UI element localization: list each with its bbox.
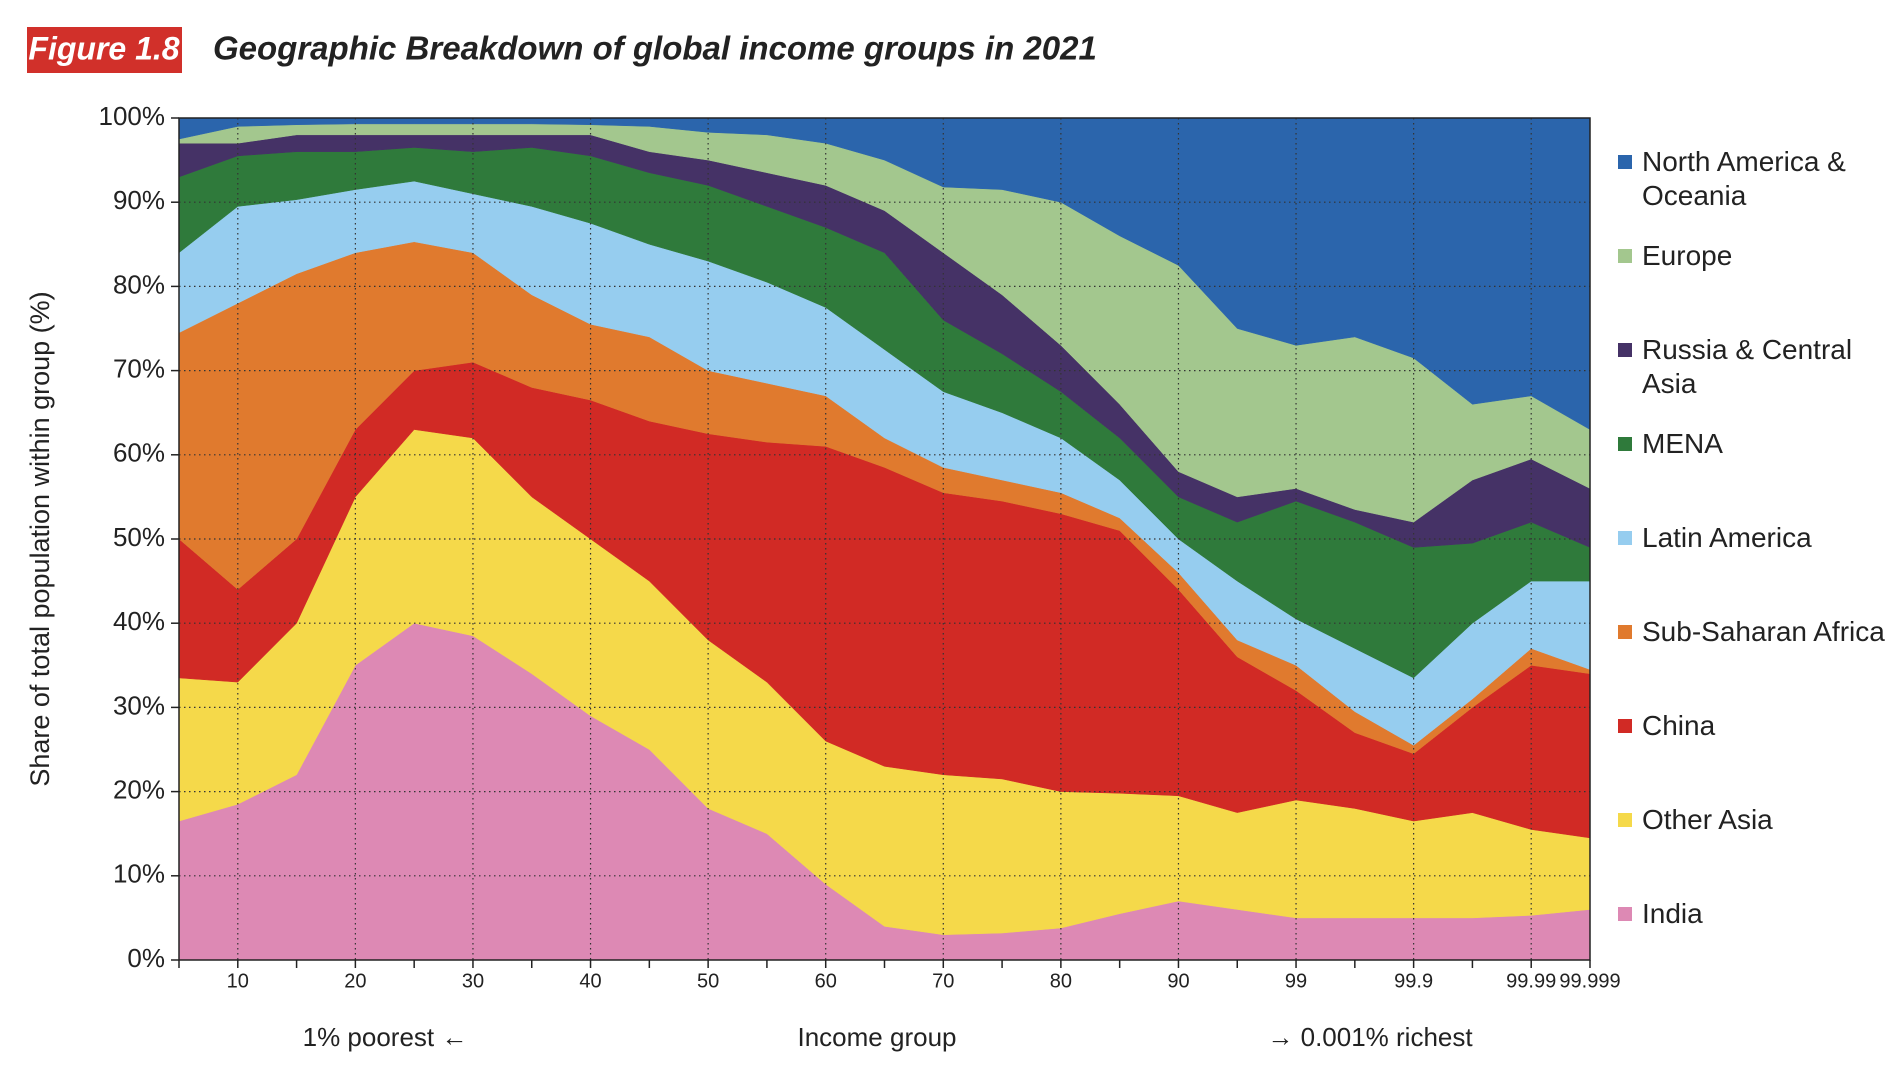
legend-swatch bbox=[1618, 625, 1632, 639]
legend-item: Russia & Central Asia bbox=[1618, 333, 1898, 401]
legend-label: China bbox=[1642, 710, 1716, 741]
x-tick-label: 80 bbox=[1050, 970, 1072, 992]
y-tick-label: 20% bbox=[113, 774, 165, 804]
y-axis-label: Share of total population within group (… bbox=[25, 291, 55, 786]
legend-item: Latin America bbox=[1618, 521, 1898, 555]
legend-label: Sub-Saharan Africa bbox=[1642, 616, 1885, 647]
y-tick-label: 70% bbox=[113, 353, 165, 383]
y-tick-label: 80% bbox=[113, 269, 165, 299]
y-tick-label: 40% bbox=[113, 606, 165, 636]
y-tick-label: 100% bbox=[99, 101, 166, 131]
plot-frame bbox=[178, 117, 1591, 961]
x-tick-label: 99 bbox=[1285, 970, 1307, 992]
legend-swatch bbox=[1618, 719, 1632, 733]
x-tick-label: 70 bbox=[932, 970, 954, 992]
legend-swatch bbox=[1618, 813, 1632, 827]
legend-label: Europe bbox=[1642, 240, 1733, 271]
legend-item: Sub-Saharan Africa bbox=[1618, 615, 1898, 649]
y-tick-label: 60% bbox=[113, 438, 165, 468]
x-tick-label: 40 bbox=[579, 970, 601, 992]
x-tick-label: 50 bbox=[697, 970, 719, 992]
legend-swatch bbox=[1618, 155, 1632, 169]
x-tick-label: 10 bbox=[227, 970, 249, 992]
x-tick-label: 90 bbox=[1167, 970, 1189, 992]
legend-label: Other Asia bbox=[1642, 804, 1773, 835]
annotation: 1% poorest ← bbox=[303, 1022, 468, 1052]
legend-swatch bbox=[1618, 249, 1632, 263]
legend-item: Europe bbox=[1618, 239, 1898, 273]
x-axis-label: Income group bbox=[798, 1022, 957, 1052]
figure-label: Figure 1.8 bbox=[28, 30, 179, 66]
legend-swatch bbox=[1618, 343, 1632, 357]
legend-item: India bbox=[1618, 897, 1898, 931]
x-tick-label: 99.99 bbox=[1506, 970, 1556, 992]
chart-title: Geographic Breakdown of global income gr… bbox=[213, 30, 1097, 67]
legend-swatch bbox=[1618, 531, 1632, 545]
y-tick-label: 50% bbox=[113, 522, 165, 552]
legend-item: Other Asia bbox=[1618, 803, 1898, 837]
x-tick-label: 99.999 bbox=[1559, 970, 1620, 992]
y-tick-label: 30% bbox=[113, 690, 165, 720]
legend-item: MENA bbox=[1618, 427, 1898, 461]
legend-label: India bbox=[1642, 898, 1703, 929]
annotation: → 0.001% richest bbox=[1267, 1022, 1473, 1052]
x-tick-label: 30 bbox=[462, 970, 484, 992]
y-tick-label: 0% bbox=[127, 943, 165, 973]
y-tick-label: 10% bbox=[113, 859, 165, 889]
legend-swatch bbox=[1618, 437, 1632, 451]
legend-item: North America & Oceania bbox=[1618, 145, 1898, 213]
legend-label: MENA bbox=[1642, 428, 1723, 459]
legend-swatch bbox=[1618, 907, 1632, 921]
x-tick-label: 60 bbox=[815, 970, 837, 992]
legend-label: North America & Oceania bbox=[1642, 146, 1846, 211]
legend-item: China bbox=[1618, 709, 1898, 743]
x-tick-label: 20 bbox=[344, 970, 366, 992]
y-tick-label: 90% bbox=[113, 185, 165, 215]
legend-label: Latin America bbox=[1642, 522, 1812, 553]
x-tick-label: 99.9 bbox=[1394, 970, 1433, 992]
figure-badge bbox=[27, 27, 182, 73]
legend-label: Russia & Central Asia bbox=[1642, 334, 1853, 399]
